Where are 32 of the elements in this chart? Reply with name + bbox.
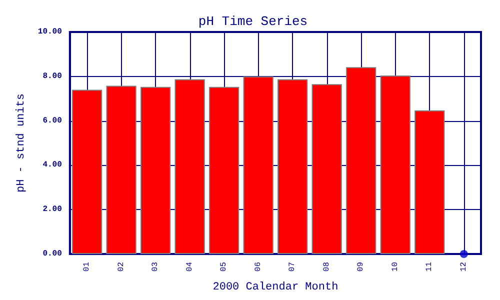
x-tick-label: 08 [322, 262, 332, 272]
x-tick-label: 07 [288, 262, 298, 272]
bar [208, 86, 240, 254]
y-tick-label: 10.00 [38, 28, 62, 36]
x-tick-label: 03 [151, 262, 160, 272]
x-tick-label: 11 [425, 262, 434, 272]
y-tick-label: 6.00 [42, 116, 62, 126]
y-tick-label: 2.00 [42, 205, 62, 214]
x-tick-label: 02 [116, 262, 126, 272]
x-tick-label: 10 [390, 262, 400, 272]
bar [174, 79, 205, 254]
y-tick-label: 4.00 [42, 160, 62, 170]
x-tick-label: 01 [82, 262, 92, 272]
chart-title: pH Time Series [198, 14, 308, 29]
bar [106, 86, 136, 254]
x-tick-label: 05 [220, 262, 229, 272]
x-axis-title: 2000 Calendar Month [212, 282, 338, 294]
bar [72, 90, 102, 254]
y-tick-label: 0.00 [42, 250, 62, 258]
bar [414, 110, 445, 254]
y-tick-label: 8.00 [42, 72, 62, 81]
bar [140, 86, 171, 254]
x-tick-label: 09 [356, 262, 366, 272]
y-axis-title: pH - stnd units [16, 93, 28, 193]
x-tick-label: 04 [185, 262, 194, 272]
x-tick-label: 06 [254, 262, 263, 272]
bar [312, 84, 342, 254]
bar [346, 67, 376, 254]
x-tick-label: 12 [459, 262, 468, 272]
bar [243, 76, 274, 254]
bar [278, 79, 308, 254]
bar [380, 76, 410, 254]
